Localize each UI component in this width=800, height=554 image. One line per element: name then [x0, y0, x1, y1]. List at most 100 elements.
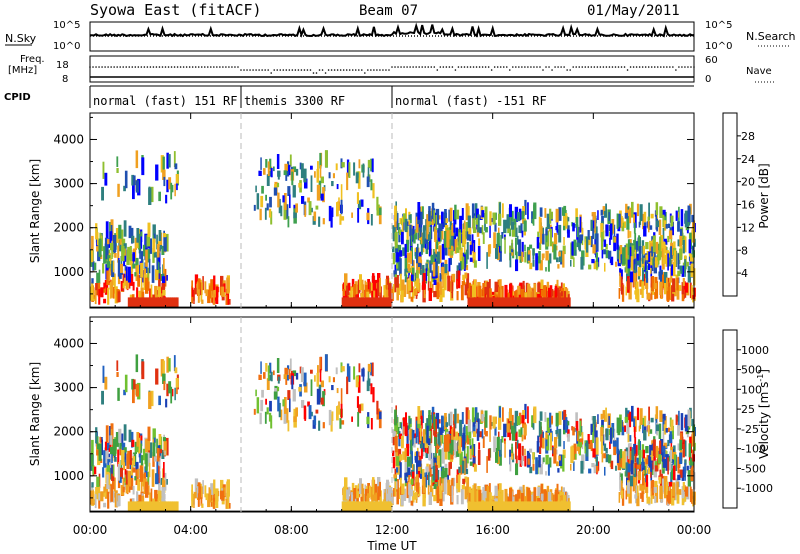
- radar-echo: [455, 431, 459, 441]
- radar-echo: [608, 416, 610, 425]
- radar-echo: [467, 288, 470, 302]
- radar-echo: [152, 238, 156, 253]
- freq-point: [442, 66, 445, 68]
- radar-echo: [646, 292, 650, 300]
- radar-echo: [392, 435, 396, 446]
- radar-echo: [402, 247, 405, 256]
- radar-echo: [140, 231, 143, 237]
- radar-echo: [226, 292, 229, 305]
- radar-echo: [454, 239, 457, 254]
- radar-echo: [121, 442, 126, 457]
- freq-point: [294, 69, 297, 71]
- radar-echo: [394, 231, 398, 249]
- radar-echo: [379, 277, 381, 293]
- radar-echo: [524, 251, 527, 263]
- radar-echo: [467, 215, 471, 228]
- y-tick-label: 2000: [53, 221, 84, 235]
- radar-echo: [655, 485, 659, 503]
- radar-echo: [313, 415, 317, 426]
- near-range-echo: [469, 501, 472, 512]
- near-range-echo: [373, 501, 377, 512]
- radar-echo: [295, 203, 298, 213]
- radar-echo: [265, 159, 268, 168]
- radar-echo: [122, 282, 125, 289]
- radar-echo: [404, 447, 407, 462]
- radar-echo: [115, 432, 119, 447]
- radar-echo: [124, 374, 128, 393]
- radar-echo: [385, 482, 388, 499]
- radar-echo: [170, 388, 174, 397]
- freq-point: [351, 69, 354, 71]
- radar-echo: [691, 491, 694, 496]
- radar-echo: [571, 426, 573, 431]
- radar-echo: [140, 262, 144, 278]
- radar-echo: [515, 290, 518, 302]
- radar-echo: [633, 418, 635, 427]
- radar-echo: [107, 287, 110, 305]
- radar-echo: [384, 492, 386, 502]
- radar-echo: [638, 246, 642, 262]
- radar-echo: [213, 289, 215, 305]
- radar-echo: [662, 432, 665, 443]
- radar-echo: [408, 288, 411, 299]
- radar-echo: [636, 253, 640, 266]
- radar-echo: [551, 211, 553, 220]
- radar-echo: [659, 206, 663, 218]
- radar-echo: [601, 419, 604, 428]
- radar-echo: [359, 274, 362, 290]
- radar-echo: [102, 263, 105, 274]
- radar-echo: [404, 255, 408, 273]
- radar-echo: [542, 233, 545, 245]
- cpid-segments: normal (fast) 151 RF themis 3300 RF normal…: [93, 86, 547, 108]
- radar-echo: [597, 210, 599, 220]
- freq-point: [656, 66, 659, 68]
- radar-echo: [592, 418, 596, 433]
- radar-echo: [346, 159, 350, 177]
- radar-echo: [619, 449, 623, 461]
- radar-echo: [509, 283, 513, 301]
- radar-echo: [627, 259, 631, 269]
- radar-echo: [225, 498, 228, 509]
- radar-echo: [398, 448, 402, 456]
- radar-echo: [496, 436, 500, 451]
- radar-echo: [451, 477, 454, 490]
- radar-echo: [336, 202, 339, 217]
- radar-echo: [110, 446, 114, 455]
- near-range-echo: [507, 297, 511, 308]
- x-tick-label: 12:00: [375, 523, 410, 537]
- radar-echo: [123, 462, 126, 471]
- radar-echo: [163, 176, 166, 187]
- radar-echo: [454, 408, 457, 424]
- freq-point: [533, 66, 535, 68]
- radar-echo: [472, 419, 476, 427]
- freq-point: [125, 66, 128, 68]
- radar-echo: [434, 430, 437, 439]
- radar-echo: [386, 479, 389, 496]
- radar-echo: [575, 217, 579, 227]
- radar-echo: [636, 203, 639, 217]
- radar-echo: [448, 438, 451, 454]
- radar-echo: [442, 263, 444, 269]
- radar-echo: [664, 272, 668, 283]
- radar-echo: [447, 474, 449, 483]
- radar-echo: [419, 473, 422, 479]
- radar-echo: [566, 492, 569, 502]
- radar-echo: [591, 259, 595, 264]
- radar-echo: [269, 362, 272, 374]
- radar-echo: [669, 257, 672, 267]
- radar-echo: [128, 429, 132, 443]
- radar-echo: [467, 410, 470, 420]
- radar-echo: [137, 264, 140, 274]
- radar-echo: [610, 256, 614, 266]
- radar-echo: [629, 475, 634, 487]
- radar-echo: [494, 498, 498, 503]
- radar-echo: [436, 443, 439, 454]
- freq-point: [638, 66, 641, 68]
- radar-echo: [668, 481, 673, 487]
- freq-point: [107, 66, 109, 68]
- radar-echo: [613, 235, 617, 252]
- radar-echo: [571, 241, 574, 256]
- nsky-trace: [90, 22, 695, 38]
- radar-echo: [393, 270, 397, 275]
- radar-echo: [642, 265, 645, 270]
